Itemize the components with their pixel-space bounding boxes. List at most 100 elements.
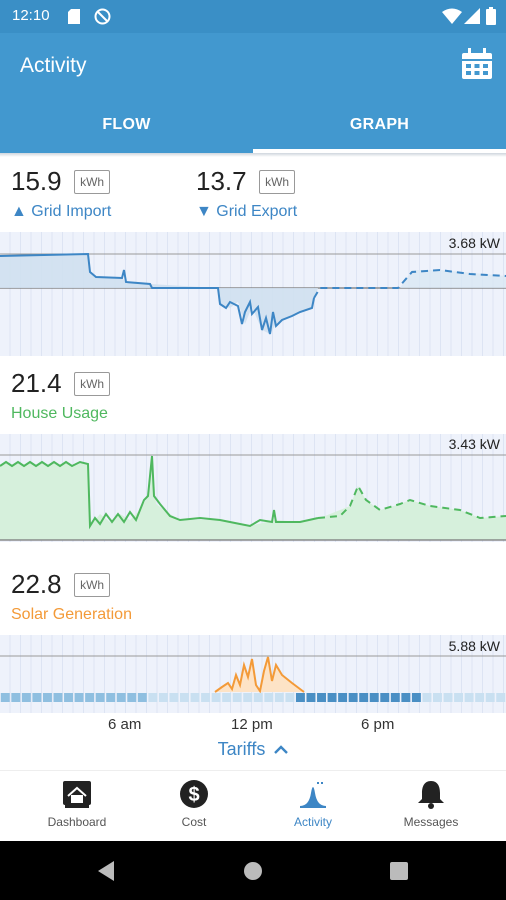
tariff-blocks	[0, 693, 506, 702]
solar-generation-metric: 22.8 kWh Solar Generation	[11, 569, 132, 624]
tariff-block	[338, 693, 348, 702]
tariff-block	[190, 693, 200, 702]
grid-export-metric: 13.7 kWh ▼ Grid Export	[196, 166, 297, 221]
tariff-block	[274, 693, 284, 702]
sd-card-icon	[68, 9, 80, 24]
tariff-block	[369, 693, 379, 702]
house-peak-label: 3.43 kW	[449, 436, 501, 452]
tariff-block	[285, 693, 295, 702]
tariff-block	[148, 693, 158, 702]
solar-chart[interactable]: 5.88 kW	[0, 635, 506, 713]
grid-export-value: 13.7	[196, 166, 247, 196]
grid-measured-line	[0, 252, 315, 335]
nav-cost[interactable]: $ Cost	[144, 779, 244, 829]
grid-chart[interactable]: 3.68 kW	[0, 232, 506, 356]
tab-shadow	[0, 153, 506, 157]
svg-text:$: $	[188, 784, 199, 806]
tariff-block	[127, 693, 137, 702]
page-title: Activity	[20, 54, 87, 77]
tariff-block	[106, 693, 116, 702]
house-usage-metric: 21.4 kWh House Usage	[11, 368, 111, 423]
calendar-icon[interactable]	[460, 47, 494, 81]
tariff-block	[295, 693, 305, 702]
tariff-block	[401, 693, 411, 702]
grid-future-area	[318, 270, 506, 288]
tab-graph-label: GRAPH	[349, 116, 410, 133]
grid-peak-label: 3.68 kW	[449, 235, 501, 251]
tariff-block	[222, 693, 232, 702]
tariff-block	[390, 693, 400, 702]
tariff-block	[137, 693, 147, 702]
app-bar: Activity	[0, 33, 506, 99]
nav-activity[interactable]: Activity	[263, 779, 363, 829]
nav-messages-label: Messages	[403, 815, 459, 829]
nav-dashboard-label: Dashboard	[47, 815, 107, 829]
back-icon[interactable]	[96, 861, 116, 881]
grid-import-metric: 15.9 kWh ▲ Grid Import	[11, 166, 111, 221]
tab-indicator	[253, 149, 506, 153]
nav-messages[interactable]: Messages	[381, 779, 481, 829]
house-chart[interactable]: 3.43 kW	[0, 434, 506, 542]
nav-dashboard[interactable]: Dashboard	[27, 779, 127, 829]
grid-export-unit: kWh	[259, 169, 296, 194]
tariff-block	[53, 693, 63, 702]
home-icon[interactable]	[243, 861, 263, 881]
tariff-block	[422, 693, 432, 702]
tariff-block	[232, 693, 242, 702]
tariffs-toggle[interactable]: Tariffs	[0, 739, 506, 760]
battery-icon	[486, 7, 496, 25]
status-bar: 12:10	[0, 0, 506, 33]
house-usage-label: House Usage	[11, 405, 108, 422]
tariff-block	[116, 693, 126, 702]
tariff-block	[359, 693, 369, 702]
tariff-block	[0, 693, 10, 702]
house-measured-line	[0, 455, 319, 530]
tariff-block	[475, 693, 485, 702]
house-usage-unit: kWh	[74, 371, 111, 396]
bell-icon	[418, 781, 444, 809]
tab-flow[interactable]: FLOW	[0, 99, 253, 153]
status-time: 12:10	[12, 7, 50, 24]
tariff-block	[32, 693, 42, 702]
tariff-block	[443, 693, 453, 702]
nav-cost-label: Cost	[181, 815, 207, 829]
tariff-block	[380, 693, 390, 702]
tab-flow-label: FLOW	[102, 116, 151, 133]
tariff-block	[42, 693, 52, 702]
tariff-block	[327, 693, 337, 702]
tariffs-label: Tariffs	[217, 739, 266, 759]
system-nav-bar	[0, 841, 506, 900]
house-forecast-line	[317, 483, 506, 520]
tariff-block	[496, 693, 506, 702]
dashboard-icon	[63, 781, 91, 808]
grid-import-label: ▲ Grid Import	[11, 203, 112, 220]
tariff-block	[485, 693, 495, 702]
tariff-block	[306, 693, 316, 702]
time-axis-label-6pm: 6 pm	[361, 716, 395, 733]
tariff-block	[317, 693, 326, 702]
tariff-block	[253, 693, 263, 702]
recents-icon[interactable]	[390, 862, 408, 880]
time-axis-label-6am: 6 am	[108, 716, 142, 733]
tariff-block	[211, 693, 221, 702]
cost-icon: $	[180, 780, 208, 808]
tariff-block	[21, 693, 31, 702]
tariff-block	[95, 693, 105, 702]
tariff-block	[433, 693, 442, 702]
tariff-block	[64, 693, 73, 702]
solar-generation-value: 22.8	[11, 569, 62, 599]
time-axis: 6 am 12 pm 6 pm	[0, 713, 506, 739]
grid-import-value: 15.9	[11, 166, 62, 196]
time-axis-label-12pm: 12 pm	[231, 716, 273, 733]
chevron-up-icon	[274, 745, 289, 755]
tariff-block	[74, 693, 84, 702]
tab-graph[interactable]: GRAPH	[253, 99, 506, 153]
tab-bar: FLOW GRAPH	[0, 99, 506, 153]
tariff-block	[201, 693, 211, 702]
house-usage-value: 21.4	[11, 368, 62, 398]
grid-export-area	[218, 288, 318, 334]
solar-generation-unit: kWh	[74, 572, 111, 597]
tariff-block	[454, 693, 464, 702]
bottom-nav: Dashboard $ Cost Activity Messages	[0, 770, 506, 841]
